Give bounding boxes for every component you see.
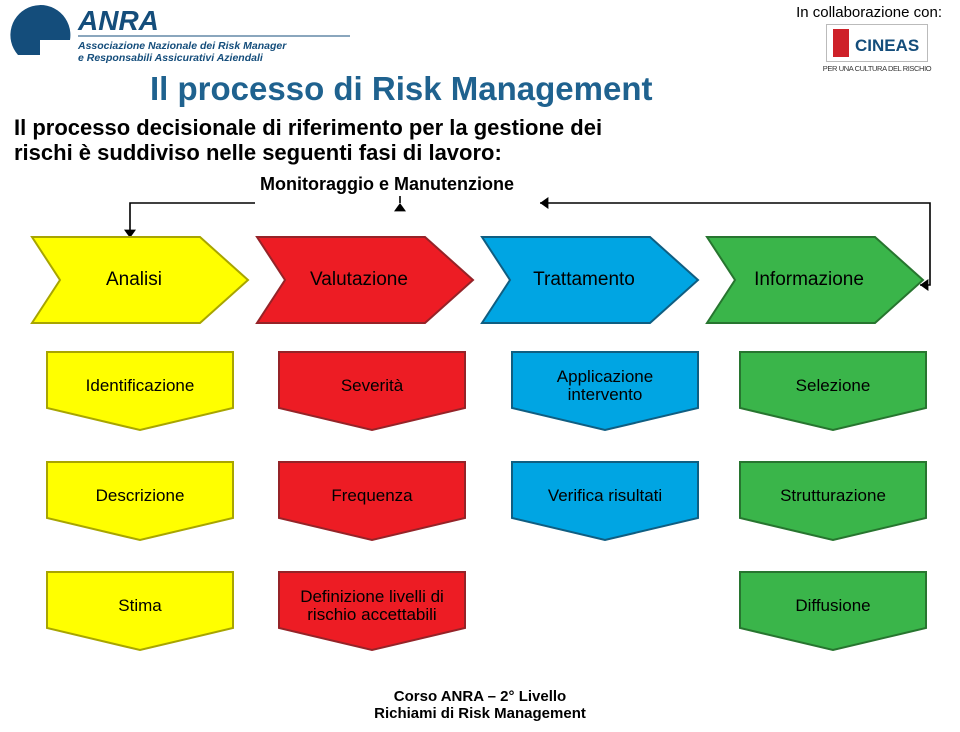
chevron-item: Applicazione intervento bbox=[510, 350, 700, 432]
chevron-item: Descrizione bbox=[45, 460, 235, 542]
chevron-label: Severità bbox=[287, 358, 457, 414]
chevron-label: Stima bbox=[55, 578, 225, 634]
chevron-item: Strutturazione bbox=[738, 460, 928, 542]
chevron-item: Verifica risultati bbox=[510, 460, 700, 542]
chevron-label: Strutturazione bbox=[748, 468, 918, 524]
chevron-item: Frequenza bbox=[277, 460, 467, 542]
chevron-item: Identificazione bbox=[45, 350, 235, 432]
phase-label: Trattamento bbox=[498, 235, 670, 325]
phase-label: Informazione bbox=[723, 235, 895, 325]
chevron-item: Severità bbox=[277, 350, 467, 432]
chevron-label: Frequenza bbox=[287, 468, 457, 524]
chevron-label: Descrizione bbox=[55, 468, 225, 524]
column: Severità Frequenza Definizione livelli di … bbox=[277, 350, 467, 680]
chevron-label: Selezione bbox=[748, 358, 918, 414]
footer-line1: Corso ANRA – 2° Livello bbox=[394, 688, 566, 705]
chevron-label: Diffusione bbox=[748, 578, 918, 634]
cineas-box: CINEAS bbox=[826, 24, 928, 62]
cineas-logo: CINEAS PER UNA CULTURA DEL RISCHIO bbox=[812, 24, 942, 79]
feedback-label: Monitoraggio e Manutenzione bbox=[260, 174, 514, 195]
chevron-label: Definizione livelli di rischio accettabi… bbox=[287, 578, 457, 634]
phase-arrow-valutazione: Valutazione bbox=[255, 235, 475, 325]
phase-arrow-analisi: Analisi bbox=[30, 235, 250, 325]
page-title: Il processo di Risk Management bbox=[150, 70, 652, 108]
chevron-label: Verifica risultati bbox=[520, 468, 690, 524]
chevron-item: Diffusione bbox=[738, 570, 928, 652]
svg-text:e Responsabili Assicurativi Az: e Responsabili Assicurativi Aziendali bbox=[78, 52, 264, 64]
footer-line2: Richiami di Risk Management bbox=[374, 705, 586, 722]
column: Identificazione Descrizione Stima bbox=[45, 350, 235, 680]
collab-label: In collaborazione con: bbox=[796, 4, 942, 21]
column: Applicazione intervento Verifica risultat… bbox=[510, 350, 700, 680]
cineas-sub: PER UNA CULTURA DEL RISCHIO bbox=[812, 64, 942, 73]
anra-logo: ANRA Associazione Nazionale dei Risk Man… bbox=[0, 0, 360, 70]
footer: Corso ANRA – 2° Livello Richiami di Risk… bbox=[0, 688, 960, 723]
svg-text:Associazione Nazionale dei Ris: Associazione Nazionale dei Risk Manager bbox=[77, 40, 287, 52]
chevron-item: Stima bbox=[45, 570, 235, 652]
column: Selezione Strutturazione Diffusione bbox=[738, 350, 928, 680]
chevron-label: Identificazione bbox=[55, 358, 225, 414]
anra-text: ANRA bbox=[77, 5, 159, 36]
subtitle: Il processo decisionale di riferimento p… bbox=[14, 115, 660, 166]
chevron-label: Applicazione intervento bbox=[520, 358, 690, 414]
svg-text:CINEAS: CINEAS bbox=[855, 36, 919, 55]
chevron-item: Definizione livelli di rischio accettabi… bbox=[277, 570, 467, 652]
arrow-row: Analisi Valutazione Trattamento Informazion… bbox=[30, 235, 930, 325]
phase-arrow-informazione: Informazione bbox=[705, 235, 925, 325]
phase-label: Valutazione bbox=[273, 235, 445, 325]
phase-arrow-trattamento: Trattamento bbox=[480, 235, 700, 325]
header: ANRA Associazione Nazionale dei Risk Man… bbox=[0, 0, 960, 80]
chevron-item: Selezione bbox=[738, 350, 928, 432]
phase-label: Analisi bbox=[48, 235, 220, 325]
